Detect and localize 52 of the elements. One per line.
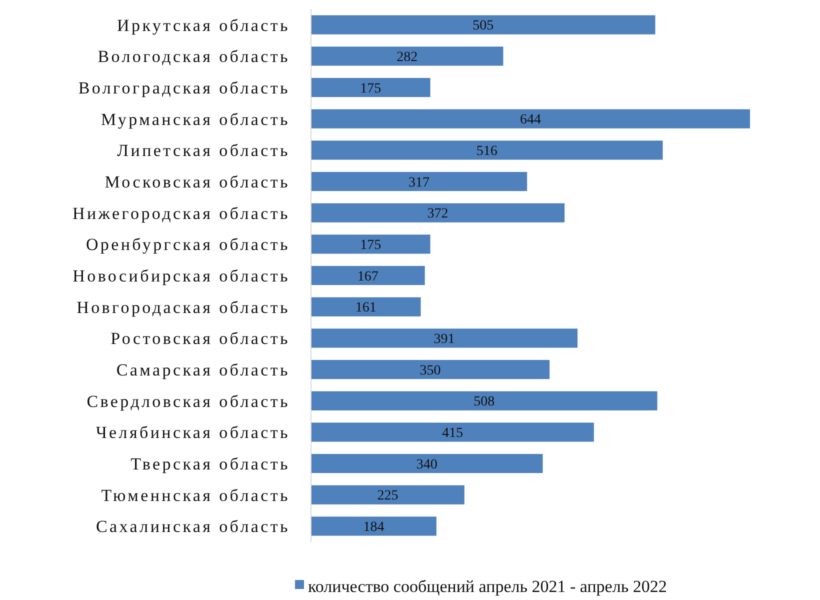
y-tick-label: Тюменнская область [101,486,290,505]
data-label: 161 [355,300,376,316]
bar [311,328,578,348]
y-tick-label: Самарская область [116,360,290,380]
data-label: 372 [427,206,448,222]
bar [311,360,550,380]
y-tick-label: Новгородаская область [76,298,290,317]
bar [311,485,464,504]
y-tick-label: Иркутская область [117,16,290,35]
y-tick-label: Волгоградская область [78,78,290,98]
bar [311,234,430,254]
data-label: 184 [363,520,384,536]
bar [311,422,594,442]
data-label: 350 [420,363,441,378]
bar [311,516,436,536]
bar [311,454,543,474]
y-tick-label: Мурманская область [101,110,290,129]
data-label: 175 [360,81,382,96]
y-tick-label: Ростовская область [110,329,290,348]
y-tick-label: Тверская область [130,454,290,474]
data-label: 317 [408,175,430,190]
data-label: 516 [476,144,498,160]
data-label: 225 [377,488,398,504]
bar [311,391,658,410]
bar [311,140,663,160]
y-tick-label: Челябинская область [96,423,290,442]
bar [311,172,528,192]
bar [311,266,425,286]
bar [311,78,430,98]
bar [311,109,750,128]
y-tick-label: Оренбургская область [86,235,290,254]
y-tick-label: Новосибирская область [72,266,290,286]
y-tick-label: Липетская область [117,141,290,160]
bar [311,297,421,316]
data-label: 505 [472,18,494,34]
bar [311,15,656,34]
y-tick-label: Сахалинская область [96,517,290,536]
data-label: 391 [434,332,455,348]
y-tick-label: Нижегородская область [72,204,290,223]
data-label: 282 [396,50,418,66]
y-tick-label: Московская область [104,172,290,192]
data-label: 167 [357,269,378,284]
legend-label: количество сообщений апрель 2021 - апрель 2022 [308,576,667,596]
data-label: 508 [474,394,495,410]
data-label: 175 [360,238,382,254]
bar [311,203,565,222]
data-label: 340 [416,457,438,472]
y-tick-label: Вологодская область [98,47,290,66]
data-label: 415 [442,426,463,442]
data-label: 644 [520,112,541,128]
y-tick-label: Свердловская область [86,392,290,411]
bar [311,46,504,66]
